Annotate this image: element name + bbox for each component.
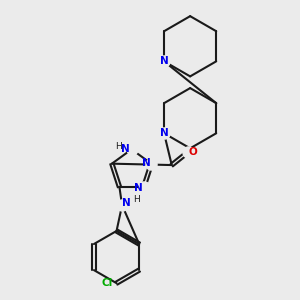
Text: H: H [116,142,122,151]
Text: N: N [134,182,143,193]
Text: N: N [142,158,151,168]
Text: N: N [121,144,130,154]
Text: O: O [188,147,197,157]
Text: Cl: Cl [101,278,113,288]
Text: N: N [122,198,130,208]
Text: N: N [160,128,168,138]
Text: N: N [160,56,168,66]
Text: H: H [133,195,140,204]
